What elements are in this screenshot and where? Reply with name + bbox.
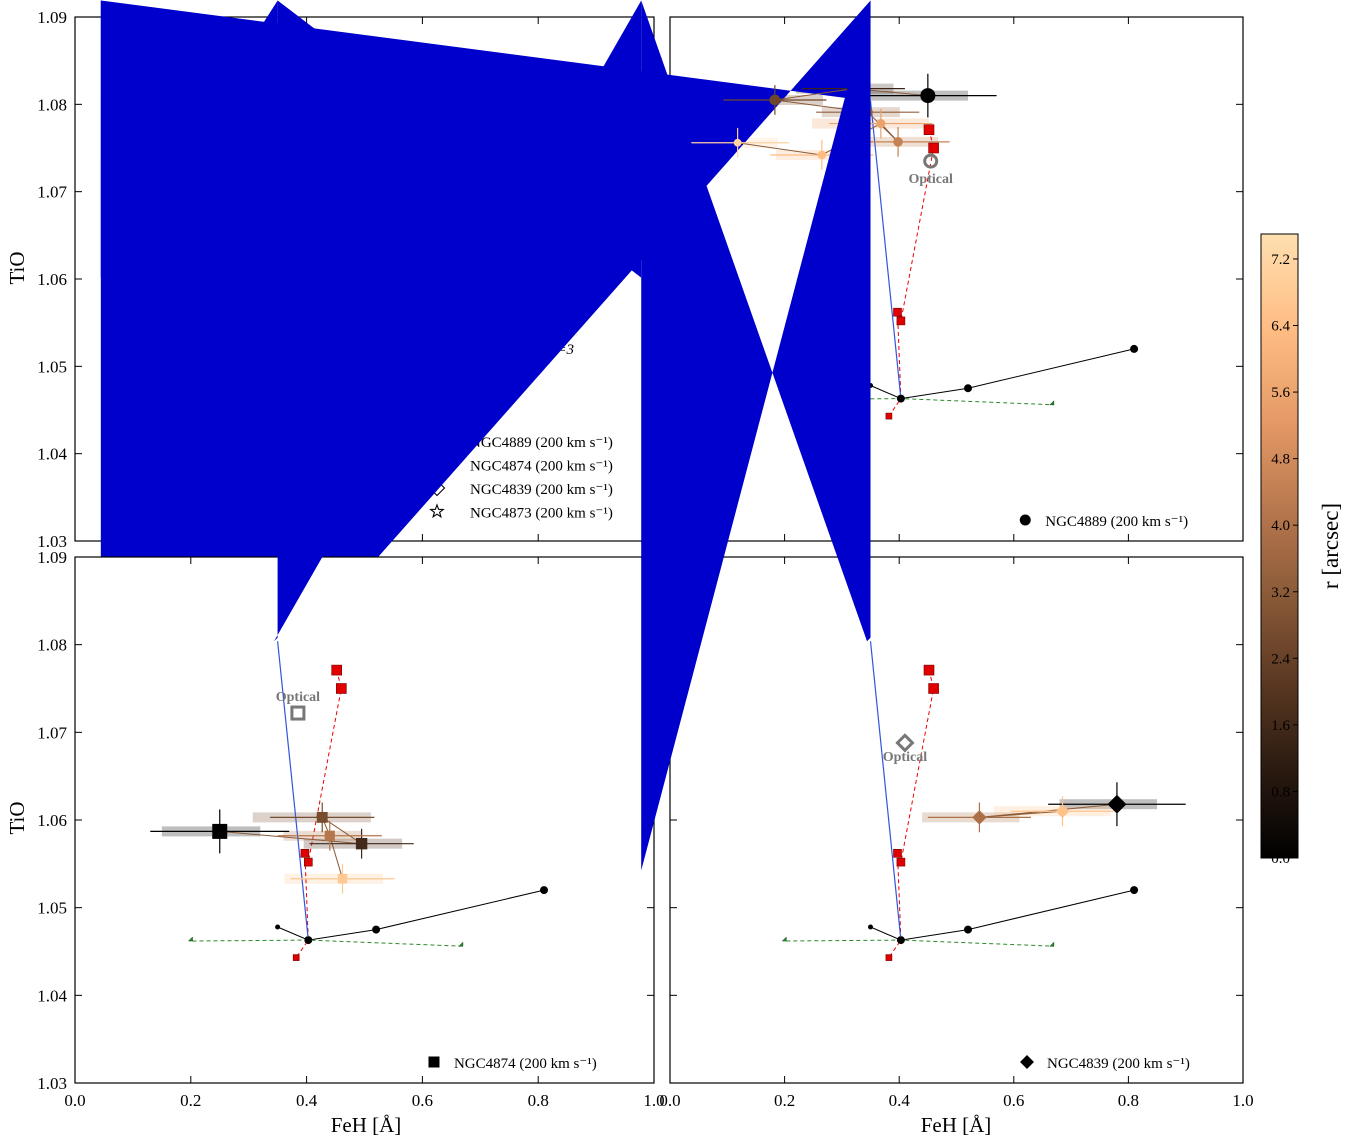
x-tick-label: 1.0 xyxy=(1232,1091,1253,1110)
x-axis-label-left: FeH [Å] xyxy=(331,1113,402,1137)
radial-marker xyxy=(894,138,903,147)
age-model-point xyxy=(886,955,892,961)
radial-marker xyxy=(921,89,935,103)
colorbar: r [arcsec] 0.0 0.8 1.6 2.4 3.2 4.0 4.8 5.6 6.4 7.… xyxy=(1261,234,1343,867)
base-model-point xyxy=(897,395,904,402)
age-model-point xyxy=(924,665,934,675)
legend-marker xyxy=(429,1057,439,1067)
radial-marker xyxy=(325,831,334,840)
age-model-point xyxy=(894,308,902,316)
radial-marker xyxy=(734,139,741,146)
y-tick-label: 1.04 xyxy=(37,445,67,464)
x-tick-label: 0.2 xyxy=(774,1091,795,1110)
x-tick-label: 0.8 xyxy=(528,1091,549,1110)
radial-marker xyxy=(317,812,327,822)
legend-label: NGC4839 (200 km s⁻¹) xyxy=(1047,1056,1190,1072)
age-model-point xyxy=(897,317,905,325)
legend-label: NGC4889 (200 km s⁻¹) xyxy=(470,435,613,451)
age-model-point xyxy=(886,413,892,419)
y-axis-label-bottom: TiO xyxy=(5,801,29,834)
radial-marker xyxy=(213,824,227,838)
colorbar-tick-label: 5.6 xyxy=(1271,385,1290,401)
y-tick-label: 1.08 xyxy=(37,95,67,114)
x-tick-label: 0.2 xyxy=(180,1091,201,1110)
colorbar-tick-label: 2.4 xyxy=(1271,651,1290,667)
imf-model-point xyxy=(964,384,972,392)
legend-marker xyxy=(1020,515,1030,525)
age-model-point xyxy=(929,143,939,153)
x-tick-label: 0.4 xyxy=(296,1091,318,1110)
imf-model-point xyxy=(1130,886,1138,894)
y-tick-label: 1.06 xyxy=(37,270,67,289)
radial-marker xyxy=(877,120,885,128)
legend-label: NGC4839 (200 km s⁻¹) xyxy=(470,482,613,498)
age-model-point xyxy=(929,684,939,694)
colorbar-tick-label: 7.2 xyxy=(1271,252,1290,268)
optical-label: Optical xyxy=(883,750,927,765)
x-tick-label: 0.0 xyxy=(64,1091,85,1110)
imf-model-point xyxy=(372,926,380,934)
age-model-point xyxy=(293,955,299,961)
imf-model-point xyxy=(964,926,972,934)
radial-marker xyxy=(338,874,347,883)
x-tick-label: 0.0 xyxy=(659,1091,680,1110)
imf-model-point xyxy=(275,925,280,930)
legend-label: NGC4874 (200 km s⁻¹) xyxy=(470,459,613,475)
age-model-point xyxy=(301,849,309,857)
radial-marker xyxy=(356,838,366,848)
age-model-point xyxy=(336,684,346,694)
y-tick-label: 1.07 xyxy=(37,723,67,742)
y-tick-label: 1.05 xyxy=(37,357,67,376)
y-tick-label: 1.07 xyxy=(37,183,67,202)
base-model-point xyxy=(305,937,312,944)
age-model-point xyxy=(894,849,902,857)
base-model-point xyxy=(897,937,904,944)
legend-label: NGC4874 (200 km s⁻¹) xyxy=(454,1056,597,1072)
y-tick-label: 1.06 xyxy=(37,811,67,830)
colorbar-label: r [arcsec] xyxy=(1318,503,1343,589)
radial-marker xyxy=(818,151,825,158)
age-model-point xyxy=(304,858,312,866)
age-model-point xyxy=(924,125,934,135)
radial-marker xyxy=(770,95,780,105)
imf-model-point xyxy=(540,886,548,894)
y-tick-label: 1.09 xyxy=(37,548,67,567)
colorbar-tick-label: 3.2 xyxy=(1271,585,1290,601)
imf-model-point xyxy=(868,925,873,930)
y-tick-label: 1.04 xyxy=(37,986,67,1005)
colorbar-tick-label: 4.8 xyxy=(1271,452,1290,468)
y-tick-label: 1.03 xyxy=(37,1074,67,1093)
x-tick-label: 0.6 xyxy=(412,1091,433,1110)
imf-model-point xyxy=(1130,345,1138,353)
legend-label: NGC4873 (200 km s⁻¹) xyxy=(470,506,613,522)
colorbar-tick-label: 6.4 xyxy=(1271,319,1290,335)
colorbar-tick-label: 1.6 xyxy=(1271,718,1290,734)
y-tick-label: 1.09 xyxy=(37,8,67,27)
optical-label: Optical xyxy=(276,690,320,705)
y-tick-label: 1.05 xyxy=(37,899,67,918)
age-model-point xyxy=(332,665,342,675)
optical-label: Optical xyxy=(909,172,953,187)
x-tick-label: 0.4 xyxy=(889,1091,911,1110)
colorbar-tick-label: 4.0 xyxy=(1271,518,1290,534)
colorbar-tick-label: 0.0 xyxy=(1271,851,1290,867)
figure: 1.031.041.051.061.071.081.09NGC4873Optic… xyxy=(0,0,1350,1142)
x-tick-label: 0.8 xyxy=(1118,1091,1139,1110)
x-tick-label: 0.6 xyxy=(1003,1091,1024,1110)
y-tick-label: 1.08 xyxy=(37,636,67,655)
colorbar-tick-label: 0.8 xyxy=(1271,784,1290,800)
legend-label: NGC4889 (200 km s⁻¹) xyxy=(1045,514,1188,530)
x-axis-label-right: FeH [Å] xyxy=(921,1113,992,1137)
y-axis-label-top: TiO xyxy=(5,251,29,284)
age-model-point xyxy=(897,858,905,866)
